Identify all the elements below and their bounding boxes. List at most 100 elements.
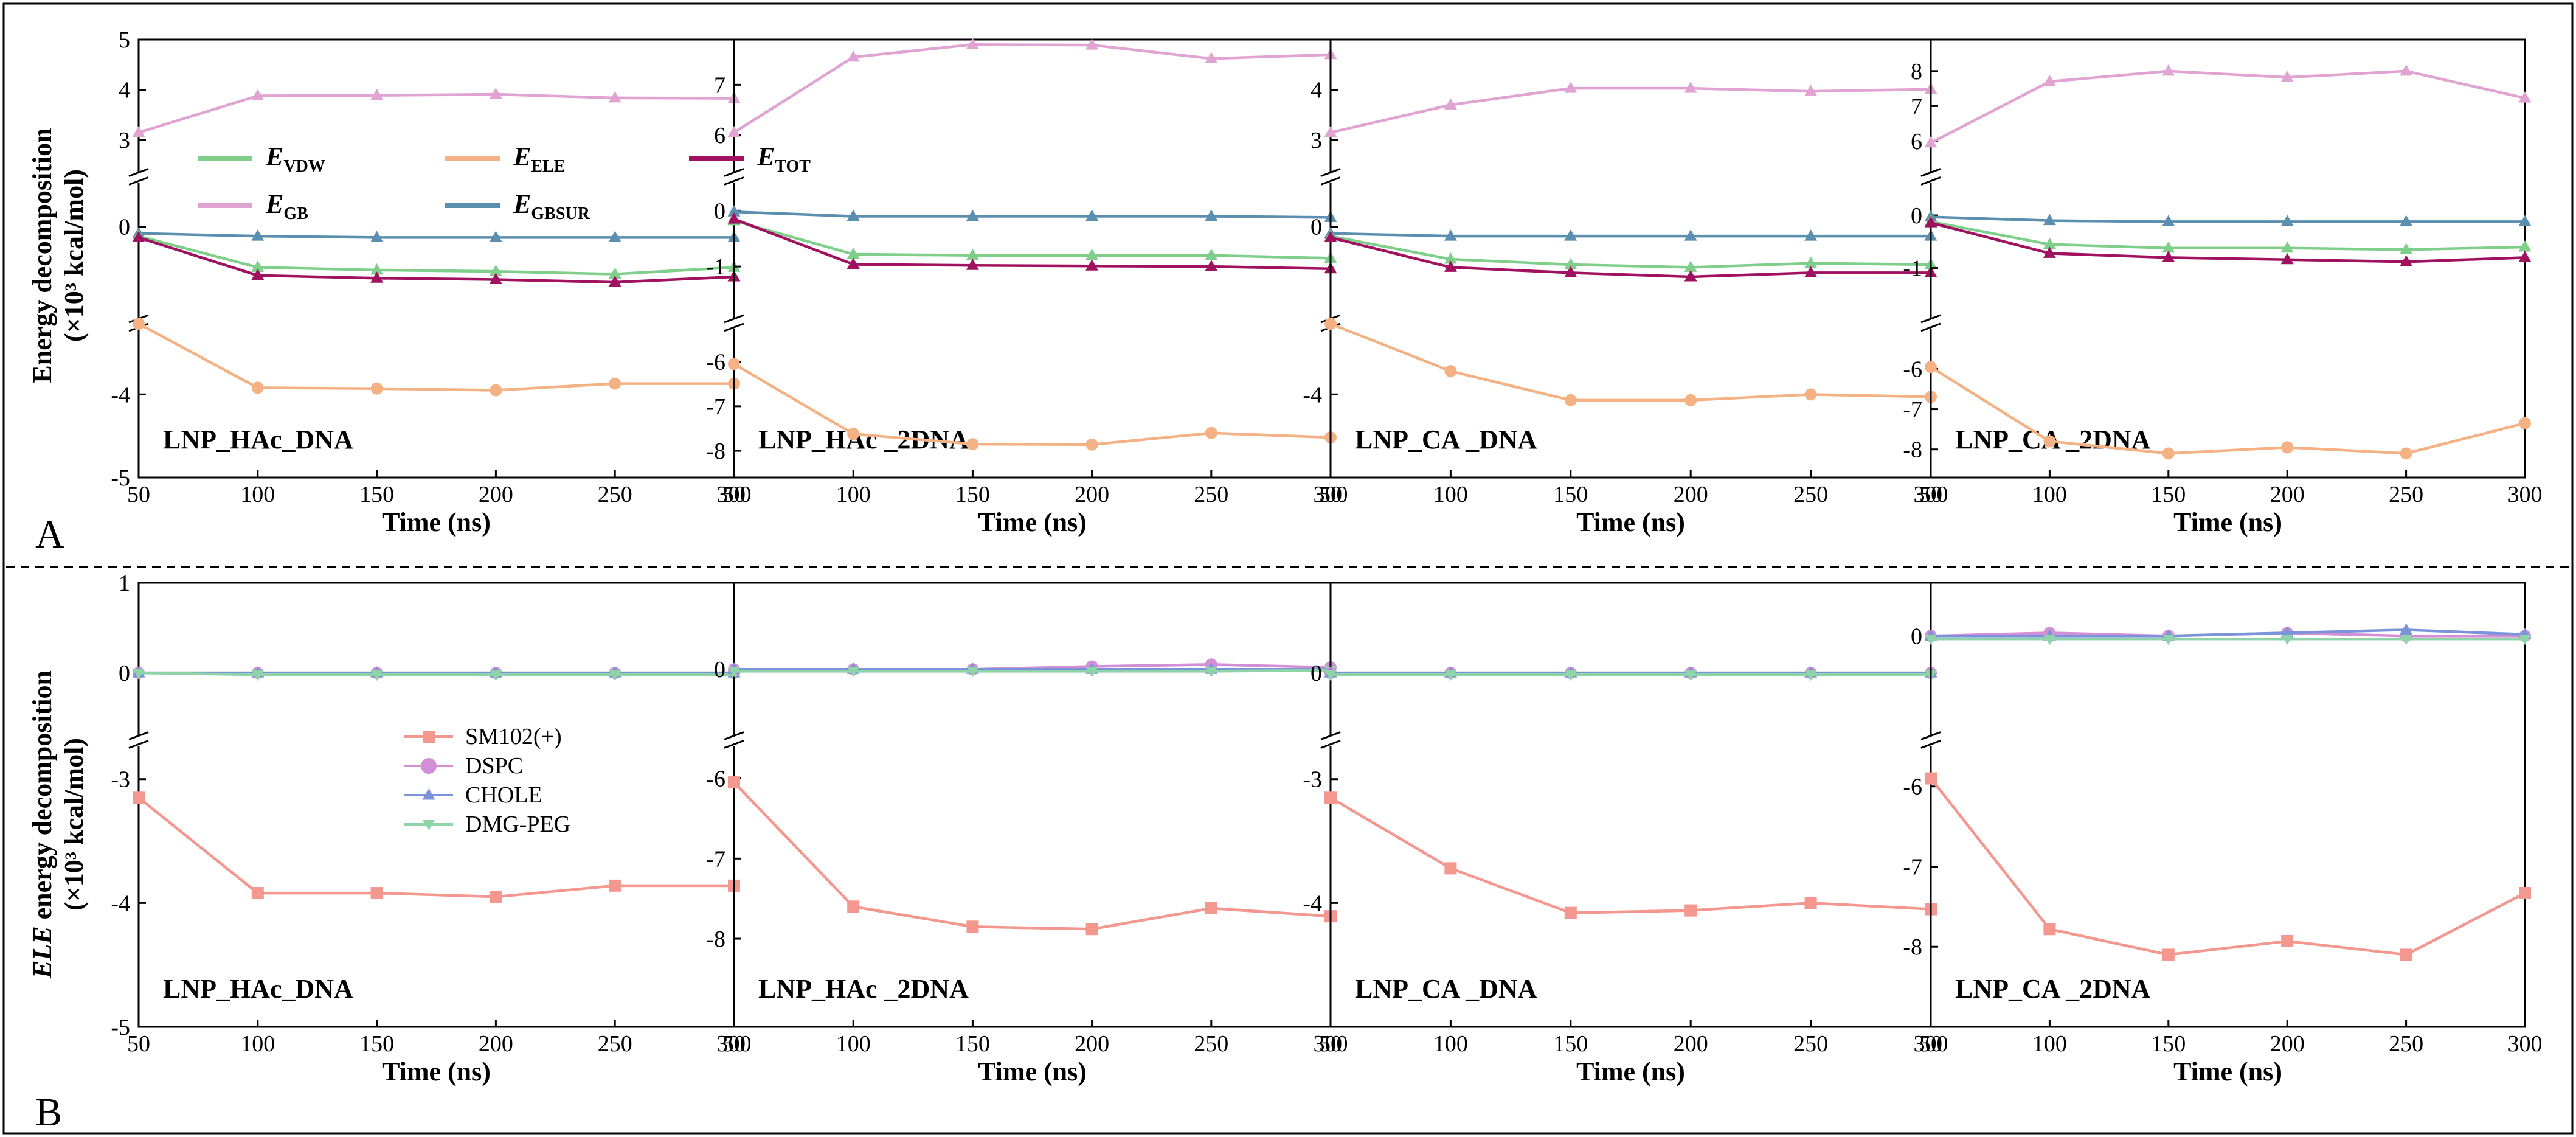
axis-break-mark: [1320, 740, 1341, 749]
axis-break-mark: [1920, 314, 1941, 324]
panel-b-3: -4 -3 0 50 100 150 200 250 300 Time (ns) LNP_CA _D…: [1303, 582, 1948, 1087]
series-egbsur: [1924, 210, 2532, 226]
data-point: [2280, 71, 2294, 82]
y-tick-label: -4: [1303, 891, 1322, 916]
legend-label: EGBSUR: [513, 189, 590, 223]
series-line: [1329, 796, 1931, 914]
y-axis-title-a-line1: Energy decomposition: [27, 128, 57, 383]
legend-label-sub: GBSUR: [531, 204, 590, 223]
x-tick-label: 150: [955, 1031, 990, 1057]
y-tick-label: -6: [1903, 774, 1922, 800]
data-point: [370, 88, 384, 100]
series-line: [733, 43, 1331, 134]
axis-break-mark: [128, 168, 149, 177]
data-point: [2281, 635, 2294, 645]
x-tick-label: 250: [1194, 1031, 1228, 1057]
series-line: [733, 218, 1331, 271]
data-point: [251, 887, 264, 900]
x-tick-label: 300: [1914, 482, 1948, 507]
data-point: [2518, 215, 2532, 226]
data-point: [1205, 260, 1218, 271]
data-point: [1925, 361, 1937, 374]
x-tick-label: 200: [1674, 1031, 1708, 1057]
x-tick-label: 150: [955, 482, 990, 507]
legend-b-item-dmgpeg: DMG-PEG: [404, 812, 570, 837]
series-line: [734, 669, 1331, 673]
data-point: [2280, 252, 2294, 265]
data-point: [2162, 64, 2175, 76]
data-point: [1804, 897, 1817, 909]
y-tick-label: -3: [1303, 767, 1322, 793]
series-egb: [1924, 64, 2532, 148]
y-tick-label: -8: [706, 439, 725, 464]
data-point: [132, 231, 145, 242]
data-point: [966, 920, 979, 933]
data-point: [370, 263, 384, 275]
data-point: [966, 259, 979, 270]
y-tick-label: -8: [1903, 437, 1922, 463]
axis-break-mark: [724, 740, 744, 749]
series-line: [138, 92, 735, 134]
y-tick-label: 1: [119, 571, 130, 596]
legend-label: CHOLE: [465, 782, 542, 808]
data-point: [847, 428, 860, 440]
y-tick-label: -5: [111, 1015, 130, 1040]
x-tick-label: 100: [836, 482, 871, 507]
y-tick-label: 7: [714, 72, 725, 98]
data-point: [2043, 246, 2056, 258]
legend-marker: [423, 731, 435, 743]
series-line: [733, 363, 1331, 447]
legend-label-main: E: [265, 142, 283, 172]
x-tick-label: 200: [479, 1031, 513, 1057]
x-tick-label: 150: [1553, 482, 1588, 507]
data-point: [1205, 426, 1217, 439]
data-point: [966, 438, 979, 451]
y-tick-label: -7: [1903, 854, 1922, 880]
axis-break-mark: [1320, 168, 1341, 177]
data-point: [370, 670, 383, 681]
y-tick-label: 3: [119, 128, 130, 153]
data-point: [2043, 75, 2056, 86]
data-point: [132, 125, 145, 137]
y-tick-label: -7: [706, 394, 725, 420]
data-point: [847, 900, 860, 913]
y-axis-title-b-italic: ELE: [27, 926, 57, 979]
series-sm102: [133, 791, 740, 903]
data-point: [489, 265, 502, 276]
series-line: [1330, 322, 1931, 402]
x-tick-label: 100: [2032, 482, 2067, 507]
series-evdw: [727, 214, 1337, 263]
x-tick-label: 50: [127, 482, 150, 507]
y-axis-title-a: Energy decomposition (×10³ kcal/mol): [27, 128, 89, 383]
data-point: [1205, 667, 1217, 678]
series-egbsur: [727, 205, 1337, 222]
data-point: [2043, 214, 2056, 226]
data-point: [609, 670, 621, 681]
data-point: [847, 247, 860, 259]
series-line: [733, 210, 1331, 219]
axis-break-mark: [128, 176, 149, 186]
y-tick-label: 0: [1911, 624, 1922, 649]
x-tick-label: 200: [2270, 1031, 2305, 1057]
panel-title: LNP_HAc _2DNA: [758, 974, 969, 1004]
axis-break-mark: [128, 731, 149, 740]
x-tick-label: 250: [1793, 482, 1828, 507]
axis-break-mark: [1920, 168, 1941, 177]
x-axis-title: Time (ns): [2173, 507, 2282, 537]
x-tick-label: 200: [2270, 482, 2305, 507]
axis-break-mark: [1920, 740, 1941, 749]
series-line: [1330, 236, 1931, 279]
data-point: [1324, 670, 1337, 681]
data-point: [370, 887, 383, 900]
y-tick-label: -5: [111, 465, 130, 491]
series-line: [1930, 69, 2526, 144]
panel-title: LNP_HAc_DNA: [163, 425, 353, 454]
axis-break-mark: [724, 176, 744, 186]
legend-label-main: E: [513, 189, 531, 219]
data-point: [609, 377, 621, 390]
axis-break-mark: [1320, 176, 1341, 186]
x-tick-label: 100: [836, 1031, 871, 1057]
data-point: [1925, 772, 1937, 785]
